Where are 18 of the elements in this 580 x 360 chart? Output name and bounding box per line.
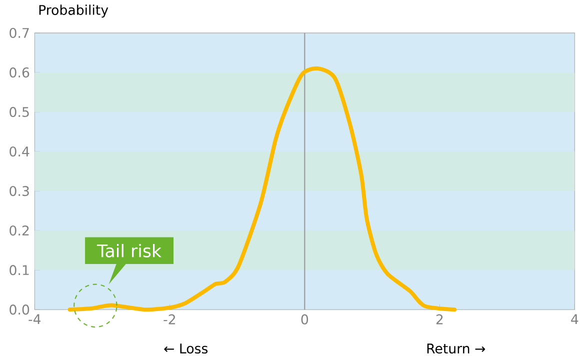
y-tick-label: 0.3 (10, 186, 29, 196)
y-tick-label: 0.4 (10, 146, 30, 157)
x-tick-label: 0 (301, 314, 308, 324)
y-tick-label: 0.0 (10, 304, 30, 315)
annotation: Tail risk (96, 244, 162, 258)
line-series (68, 66, 457, 312)
y-tick-label: 0.7 (10, 28, 29, 38)
x-tick-label: 2 (436, 314, 443, 324)
y-tick-label: 0.1 (10, 265, 29, 276)
text: Return → (427, 344, 486, 354)
x-tick-label: -2 (164, 314, 175, 324)
text: ← Loss (164, 344, 208, 354)
y-tick-label: 0.6 (10, 67, 30, 78)
y-tick-label: 0.5 (10, 106, 29, 118)
x-tick-label: 4 (571, 314, 578, 324)
x-tick-label: -4 (28, 314, 41, 324)
y-axis-title: Probability (39, 4, 108, 18)
y-tick-label: 0.2 (10, 225, 29, 236)
